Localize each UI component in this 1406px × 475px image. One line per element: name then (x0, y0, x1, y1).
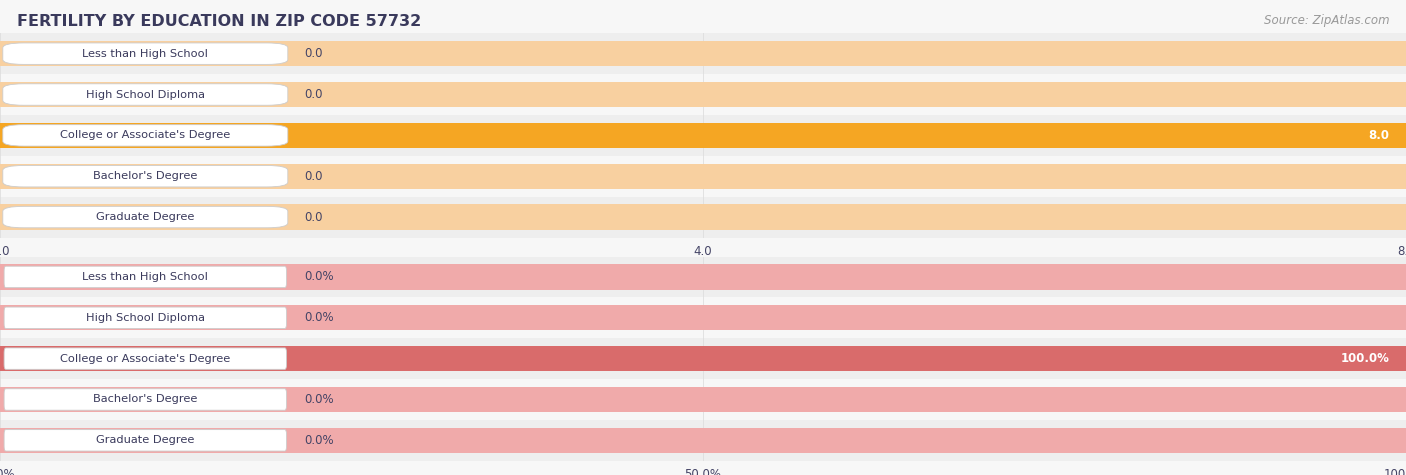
Bar (0, 346, 1406, 371)
Text: High School Diploma: High School Diploma (86, 313, 205, 323)
Bar (0, 33, 1406, 74)
FancyBboxPatch shape (4, 389, 287, 410)
Bar (0, 74, 1406, 115)
Text: FERTILITY BY EDUCATION IN ZIP CODE 57732: FERTILITY BY EDUCATION IN ZIP CODE 57732 (17, 14, 422, 29)
Text: Less than High School: Less than High School (83, 272, 208, 282)
Bar (0, 115, 1406, 156)
Text: College or Associate's Degree: College or Associate's Degree (60, 130, 231, 141)
Text: High School Diploma: High School Diploma (86, 89, 205, 100)
FancyBboxPatch shape (4, 266, 287, 288)
Text: Graduate Degree: Graduate Degree (96, 212, 194, 222)
Text: 8.0: 8.0 (1368, 129, 1389, 142)
Bar (0, 305, 1406, 331)
FancyBboxPatch shape (3, 206, 288, 228)
Text: 0.0%: 0.0% (304, 434, 333, 447)
Text: 0.0: 0.0 (304, 88, 322, 101)
Text: Bachelor's Degree: Bachelor's Degree (93, 171, 197, 181)
Bar (0, 123, 1406, 148)
Text: 100.0%: 100.0% (1340, 352, 1389, 365)
Bar (0, 204, 1406, 230)
Text: 0.0: 0.0 (304, 170, 322, 183)
Bar (0, 256, 1406, 297)
Bar (0, 379, 1406, 420)
Bar (0, 428, 1406, 453)
FancyBboxPatch shape (4, 307, 287, 329)
Bar (0, 82, 1406, 107)
Text: Source: ZipAtlas.com: Source: ZipAtlas.com (1264, 14, 1389, 27)
FancyBboxPatch shape (3, 124, 288, 146)
Text: Graduate Degree: Graduate Degree (96, 435, 194, 446)
Text: 0.0: 0.0 (304, 210, 322, 224)
FancyBboxPatch shape (4, 348, 287, 370)
Bar (0, 387, 1406, 412)
Text: 0.0%: 0.0% (304, 270, 333, 284)
Bar (0, 156, 1406, 197)
Bar (0, 297, 1406, 338)
FancyBboxPatch shape (3, 43, 288, 65)
Text: 0.0%: 0.0% (304, 393, 333, 406)
Bar (0, 197, 1406, 238)
Bar (0, 338, 1406, 379)
Bar (0, 123, 1406, 148)
Bar (0, 163, 1406, 189)
Text: 0.0: 0.0 (304, 47, 322, 60)
FancyBboxPatch shape (4, 429, 287, 451)
Text: Less than High School: Less than High School (83, 48, 208, 59)
Bar (0, 346, 1406, 371)
Bar (0, 41, 1406, 66)
FancyBboxPatch shape (3, 165, 288, 187)
Text: Bachelor's Degree: Bachelor's Degree (93, 394, 197, 405)
Bar (0, 420, 1406, 461)
FancyBboxPatch shape (3, 84, 288, 105)
Bar (0, 264, 1406, 290)
Text: College or Associate's Degree: College or Associate's Degree (60, 353, 231, 364)
Text: 0.0%: 0.0% (304, 311, 333, 324)
